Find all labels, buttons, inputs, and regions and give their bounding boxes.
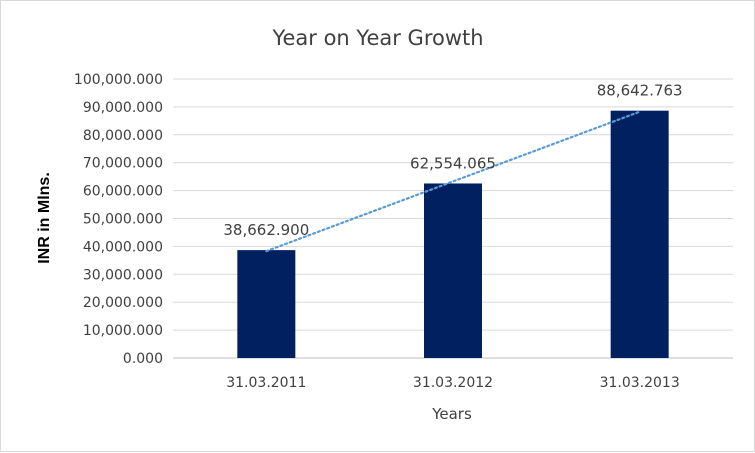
trendline xyxy=(265,110,641,253)
x-axis-title: Years xyxy=(431,405,472,423)
data-labels: 38,662.900 62,554.065 88,642.763 xyxy=(223,82,682,239)
bar xyxy=(237,250,296,358)
y-tick-label: 100,000.000 xyxy=(74,72,163,88)
data-label: 62,554.065 xyxy=(410,154,496,172)
x-tick-label: 31.03.2012 xyxy=(413,375,493,391)
y-tick-label: 20,000.000 xyxy=(83,295,163,311)
y-tick-label: 0.000 xyxy=(123,351,163,367)
y-tick-label: 40,000.000 xyxy=(83,239,163,255)
y-axis-title: INR in Mlns. xyxy=(36,172,53,264)
bars xyxy=(237,110,669,358)
y-tick-label: 90,000.000 xyxy=(83,100,163,116)
bar xyxy=(610,110,669,358)
x-tick-label: 31.03.2011 xyxy=(226,375,306,391)
trendline-layer xyxy=(265,110,641,253)
chart-title: Year on Year Growth xyxy=(271,26,483,50)
bar xyxy=(424,183,482,358)
y-tick-label: 80,000.000 xyxy=(83,128,163,144)
data-label: 88,642.763 xyxy=(597,82,683,100)
y-tick-label: 60,000.000 xyxy=(83,184,163,200)
y-tick-label: 70,000.000 xyxy=(83,156,163,172)
x-tick-label: 31.03.2013 xyxy=(600,375,680,391)
data-label: 38,662.900 xyxy=(223,221,309,239)
y-tick-label: 50,000.000 xyxy=(83,212,163,228)
y-tick-label: 10,000.000 xyxy=(83,323,163,339)
y-axis-ticks: 0.000 10,000.000 20,000.000 30,000.000 40,00… xyxy=(74,72,163,367)
x-axis-ticks: 31.03.2011 31.03.2012 31.03.2013 xyxy=(226,375,680,391)
y-tick-label: 30,000.000 xyxy=(83,267,163,283)
